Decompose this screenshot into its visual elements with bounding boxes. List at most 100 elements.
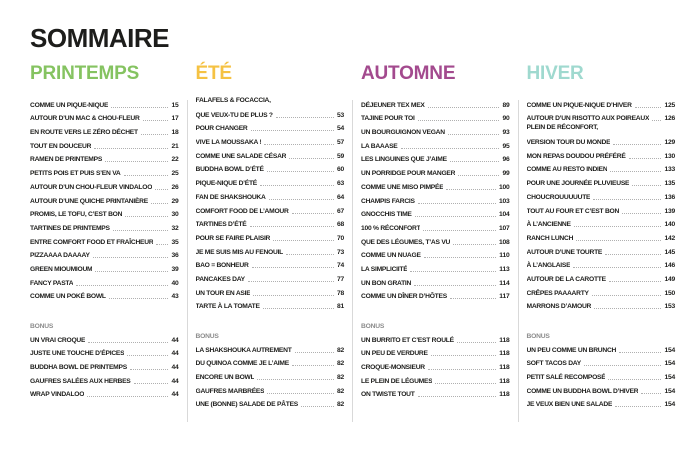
toc-entry: COMME UN PIQUE-NIQUE D’HIVER 125 xyxy=(527,96,676,110)
entry-label: UN PEU DE VERDURE xyxy=(361,350,428,358)
entry-label: ON TWISTE TOUT xyxy=(361,391,415,399)
toc-entry-line: UN TOUR EN ASIE 78 xyxy=(196,284,345,298)
toc-entry-line: PETIT SALÉ RECOMPOSÉ 154 xyxy=(527,368,676,382)
toc-entry: TOUT AU FOUR ET C’EST BON 139 xyxy=(527,202,676,216)
entry-page-number: 135 xyxy=(664,180,675,188)
toc-entry-line: COMFORT FOOD DE L’AMOUR 67 xyxy=(196,202,345,216)
toc-entry: CROQUE-MONSIEUR 118 xyxy=(361,358,510,372)
toc-entry: AUTOUR D’UN MAC & CHOU-FLEUR 17 xyxy=(30,110,179,124)
entry-page-number: 32 xyxy=(171,224,179,232)
dotted-leader xyxy=(250,130,334,132)
entry-label: GNOCCHIS TIME xyxy=(361,211,412,219)
entry-label: LE PLEIN DE LÉGUMES xyxy=(361,377,433,385)
entry-page-number: 74 xyxy=(336,262,344,270)
toc-entry-line: AUTOUR D’UN MAC & CHOU-FLEUR 17 xyxy=(30,110,179,124)
toc-entry: UNE (BONNE) SALADE DE PÂTES 82 xyxy=(196,396,345,410)
toc-entry: BUDDHA BOWL DE PRINTEMPS 44 xyxy=(30,358,179,372)
entry-label: COMME UN NUAGE xyxy=(361,252,421,260)
dotted-leader xyxy=(591,294,662,296)
dotted-leader xyxy=(427,369,497,371)
toc-entry-line: COMME UN BUDDHA BOWL D’HIVER 154 xyxy=(527,382,676,396)
entry-page-number: 125 xyxy=(664,101,675,109)
toc-entry-line: FAN DE SHAKSHOUKA 64 xyxy=(196,188,345,202)
entry-label: DU QUINOA COMME JE L’AIME xyxy=(195,360,289,368)
toc-entry-line: COMME AU RESTO INDIEN 133 xyxy=(527,161,676,175)
dotted-leader xyxy=(417,120,500,122)
toc-entry: PROMIS, LE TOFU, C’EST BON 30 xyxy=(30,206,179,220)
toc-entry: AUTOUR D’UNE TOURTE 145 xyxy=(527,243,676,257)
toc-entry-line: RANCH LUNCH 142 xyxy=(527,229,676,243)
entry-page-number: 154 xyxy=(664,346,675,354)
dotted-leader xyxy=(414,284,497,286)
entry-page-number: 149 xyxy=(664,275,675,283)
dotted-leader xyxy=(423,257,497,259)
dotted-leader xyxy=(150,202,169,204)
toc-entry: WRAP VINDALOO 44 xyxy=(30,386,179,400)
dotted-leader xyxy=(628,157,662,159)
toc-entry: MON REPAS DOUDOU PRÉFÉRÉ 130 xyxy=(527,147,676,161)
dotted-leader xyxy=(127,355,169,357)
toc-entry-line: COMME UN POKÉ BOWL 43 xyxy=(30,288,179,302)
toc-column-automne: AUTOMNE DÉJEUNER TEX MEX 89 TAJINE POUR TOI… xyxy=(361,64,510,409)
dotted-leader xyxy=(133,382,169,384)
toc-entry-line: UN BOURGUIGNON VEGAN 93 xyxy=(361,123,510,137)
toc-entry-line: GAUFRES MARBRÉES 82 xyxy=(196,382,345,396)
entry-page-number: 29 xyxy=(171,197,179,205)
toc-entry-line: TARTINES D’ÉTÉ 68 xyxy=(196,216,345,230)
toc-entry: FANCY PASTA 40 xyxy=(30,274,179,288)
entry-page-number: 93 xyxy=(502,129,510,137)
entry-label: LA BAAASE xyxy=(361,142,398,150)
entry-page-number: 40 xyxy=(171,279,179,287)
dotted-leader xyxy=(286,253,334,255)
entry-page-number: 153 xyxy=(664,303,675,311)
entry-page-number: 89 xyxy=(502,101,510,109)
entry-page-number: 129 xyxy=(664,139,675,147)
toc-entry: AUTOUR D’UNE QUICHE PRINTANIÈRE 29 xyxy=(30,192,179,206)
toc-entry: PANCAKES DAY 77 xyxy=(196,270,345,284)
entry-page-number: 118 xyxy=(499,391,510,399)
dotted-leader xyxy=(273,239,334,241)
dotted-leader xyxy=(573,226,662,228)
entry-label: UN PORRIDGE POUR MANGER xyxy=(361,170,456,178)
entry-page-number: 44 xyxy=(171,377,179,385)
entry-label: PLEIN DE RÉCONFORT, xyxy=(526,124,599,132)
toc-entry: BAO = BONHEUR 74 xyxy=(196,257,345,271)
entry-page-number: 53 xyxy=(336,111,344,119)
entry-page-number: 126 xyxy=(664,115,675,123)
entry-label: WRAP VINDALOO xyxy=(30,391,85,399)
entry-page-number: 103 xyxy=(498,197,510,205)
entry-page-number: 99 xyxy=(502,170,510,178)
toc-entry: TARTINES DE PRINTEMPS 32 xyxy=(30,219,179,233)
dotted-leader xyxy=(447,134,500,136)
toc-entry-line: CROQUE-MONSIEUR 118 xyxy=(361,358,510,372)
entry-label: ENCORE UN BOWL xyxy=(195,374,255,382)
entry-page-number: 154 xyxy=(664,360,675,368)
toc-entry-line: GNOCCHIS TIME 104 xyxy=(361,206,510,220)
toc-entry-line: PIZZAAAA DAAAAY 36 xyxy=(30,247,179,261)
entry-page-number: 142 xyxy=(664,234,675,242)
entry-page-number: 18 xyxy=(171,129,179,137)
entry-page-number: 130 xyxy=(664,152,675,160)
toc-entry-line: À L’ANCIENNE 140 xyxy=(527,216,676,230)
dotted-leader xyxy=(605,253,662,255)
dotted-leader xyxy=(615,406,662,408)
entry-label: AUTOUR D’UNE TOURTE xyxy=(526,248,603,256)
dotted-leader xyxy=(301,406,334,408)
dotted-leader xyxy=(641,392,662,394)
toc-entry: ON TWISTE TOUT 118 xyxy=(361,386,510,400)
toc-entry-line: AUTOUR D’UNE TOURTE 145 xyxy=(527,243,676,257)
toc-entry: MARRONS D’AMOUR 153 xyxy=(527,298,676,312)
entry-page-number: 36 xyxy=(171,252,179,260)
toc-entry: TAJINE POUR TOI 90 xyxy=(361,110,510,124)
dotted-leader xyxy=(268,198,334,200)
toc-entry-line: EN ROUTE VERS LE ZÉRO DÉCHET 18 xyxy=(30,123,179,137)
toc-entry-line: UN BON GRATIN 114 xyxy=(361,274,510,288)
toc-entry: PLEIN DE RÉCONFORT, VERSION TOUR DU MONDE… xyxy=(527,123,676,147)
toc-entry: COMME UN PIQUE-NIQUE 15 xyxy=(30,96,179,110)
entry-page-number: 82 xyxy=(336,374,344,382)
bonus-section-label: BONUS xyxy=(195,333,219,340)
entry-page-number: 107 xyxy=(498,224,510,232)
dotted-leader xyxy=(427,106,500,108)
dotted-leader xyxy=(622,212,662,214)
toc-entry: UN PORRIDGE POUR MANGER 99 xyxy=(361,164,510,178)
